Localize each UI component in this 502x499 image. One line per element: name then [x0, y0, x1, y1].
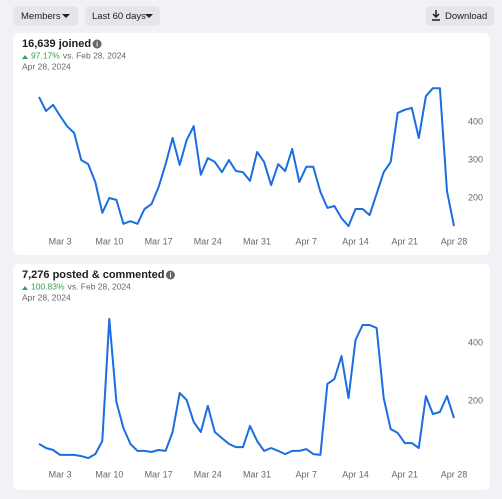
up-arrow — [22, 55, 28, 59]
x-tick-label: Mar 31 — [243, 236, 271, 246]
caret — [145, 14, 153, 18]
info-i: i — [169, 272, 171, 279]
x-tick-label: Apr 14 — [342, 236, 369, 246]
button-label: Members — [21, 11, 61, 22]
x-tick-label: Mar 31 — [243, 469, 271, 479]
info-icon — [165, 270, 175, 280]
x-tick-label: Mar 17 — [145, 236, 173, 246]
filter-button[interactable]: Members — [13, 6, 78, 26]
button-label: Last 60 days — [92, 11, 146, 22]
card-title: 16,639 joined — [22, 38, 91, 50]
card — [13, 33, 490, 255]
comparison: vs. Feb 28, 2024 — [68, 281, 132, 291]
button-bg — [13, 6, 78, 26]
download-button[interactable]: Download — [426, 6, 494, 26]
y-tick-label: 300 — [468, 154, 483, 164]
button-bg — [426, 6, 494, 26]
y-tick-label: 200 — [468, 395, 483, 405]
button-bg — [85, 6, 160, 26]
change: 100.83% — [31, 281, 65, 291]
y-tick-label: 400 — [468, 116, 483, 126]
x-tick-label: Mar 24 — [194, 236, 222, 246]
card — [13, 264, 490, 490]
line — [38, 87, 455, 228]
x-tick-label: Apr 28 — [441, 236, 468, 246]
button-label: Download — [445, 11, 487, 22]
up-arrow — [22, 286, 28, 290]
info-icon — [92, 39, 102, 49]
x-tick-label: Apr 14 — [342, 469, 369, 479]
x-tick-label: Mar 3 — [49, 469, 72, 479]
change: 97.17% — [31, 50, 60, 60]
x-tick-label: Apr 28 — [441, 469, 468, 479]
date: Apr 28, 2024 — [22, 61, 71, 71]
x-tick-label: Mar 10 — [95, 469, 123, 479]
date: Apr 28, 2024 — [22, 292, 71, 302]
line — [38, 317, 455, 460]
y-tick-label: 400 — [468, 337, 483, 347]
y-tick-label: 200 — [468, 192, 483, 202]
x-tick-label: Apr 7 — [296, 469, 318, 479]
x-tick-label: Mar 10 — [95, 236, 123, 246]
x-tick-label: Mar 3 — [49, 236, 72, 246]
x-tick-label: Apr 21 — [391, 469, 418, 479]
card-title: 7,276 posted & commented — [22, 269, 164, 281]
download-icon — [432, 10, 440, 21]
x-tick-label: Apr 7 — [296, 236, 318, 246]
caret — [62, 14, 70, 18]
x-tick-label: Apr 21 — [391, 236, 418, 246]
filter-button[interactable]: Last 60 days — [85, 6, 160, 26]
x-tick-label: Mar 24 — [194, 469, 222, 479]
x-tick-label: Mar 17 — [145, 469, 173, 479]
comparison: vs. Feb 28, 2024 — [63, 50, 127, 60]
info-i: i — [96, 41, 98, 48]
